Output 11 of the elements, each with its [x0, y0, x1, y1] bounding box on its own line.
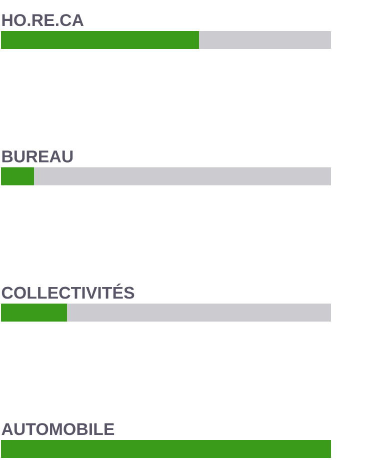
bar	[1, 304, 67, 322]
bar	[34, 167, 331, 186]
bar	[1, 30, 199, 49]
y-tick-label: BUREAU	[2, 150, 73, 162]
y-tick-label: AUTOMOBILE	[2, 423, 114, 436]
bar	[199, 30, 331, 49]
y-tick-label: COLLECTIVITÉS	[2, 284, 134, 299]
bar	[1, 167, 34, 186]
y-tick-label: HO.RE.CA	[2, 14, 84, 26]
bar	[67, 304, 331, 322]
bar	[1, 440, 331, 458]
